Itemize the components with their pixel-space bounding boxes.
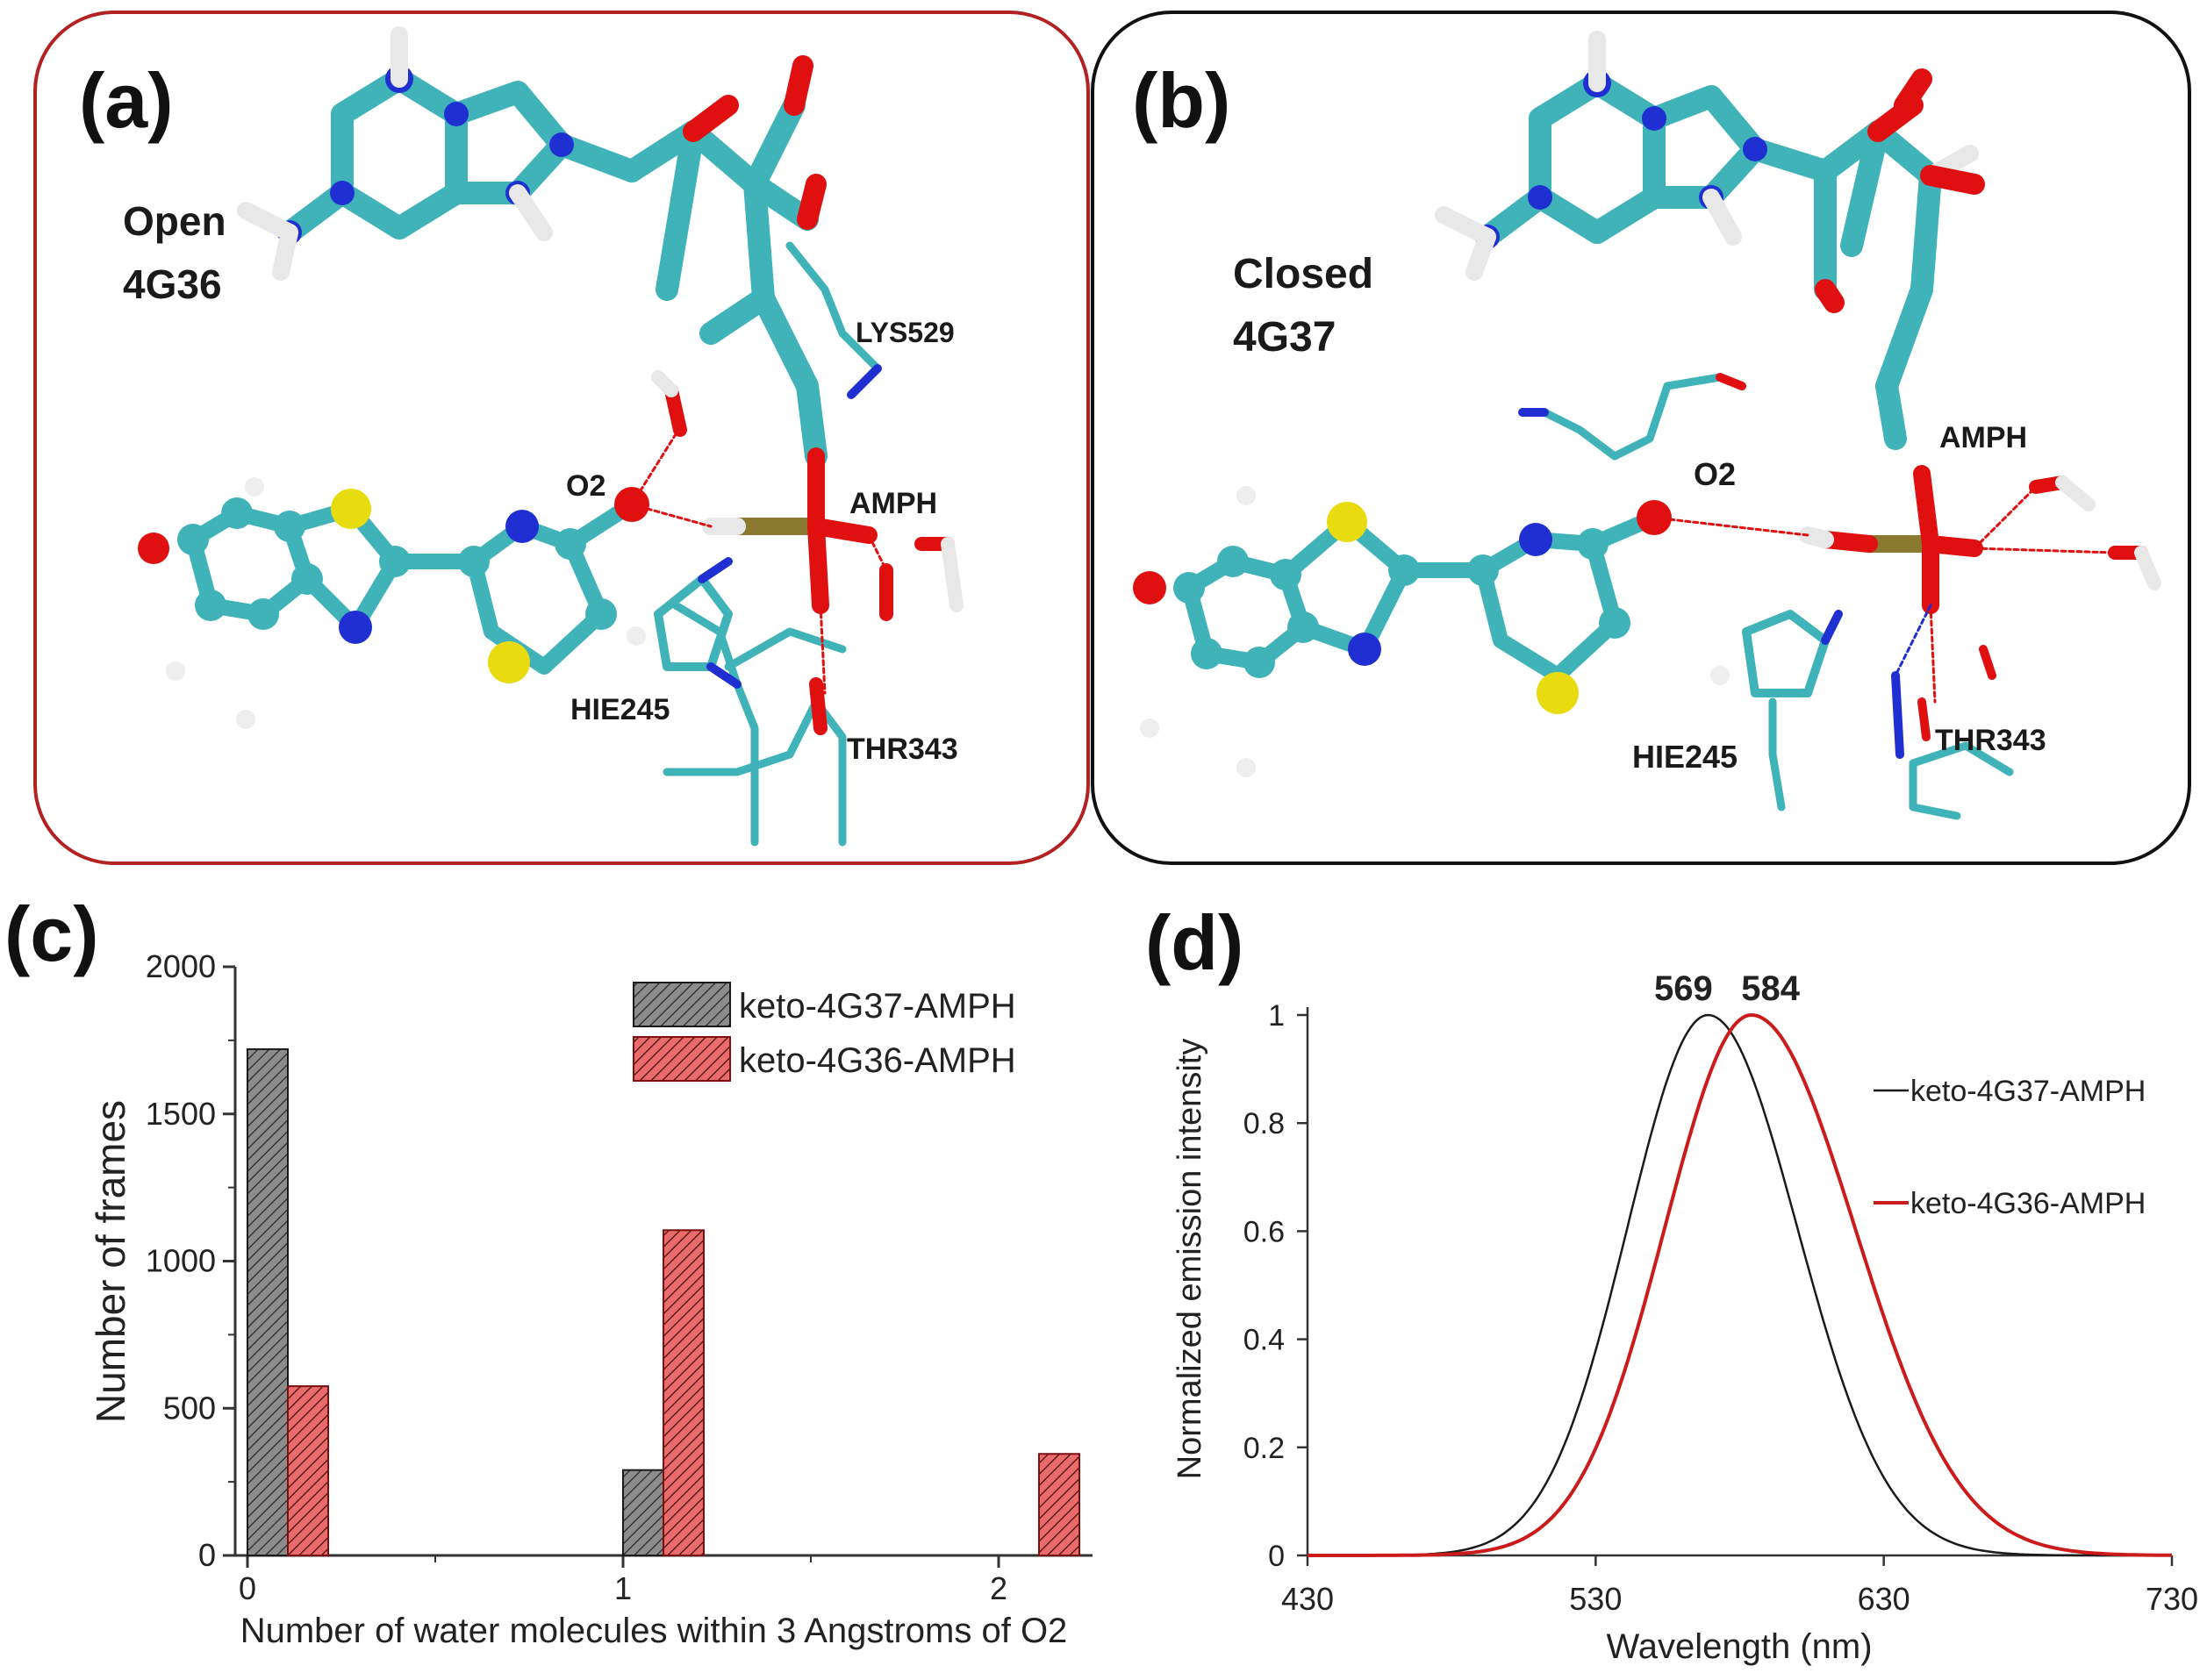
- panel-b-title-line2: 4G37: [1233, 314, 1336, 361]
- d-x-tick-label: 630: [1858, 1581, 1910, 1617]
- bar-chart-water: 0 500 1000 1500 2000 0 1 2 Number of water molec…: [88, 948, 1093, 1650]
- d-peak-label-584: 584: [1741, 969, 1800, 1008]
- c-bar-red: [287, 1385, 329, 1557]
- c-x-tick-label: 0: [239, 1570, 256, 1606]
- line-chart-emission: 0 0.2 0.4 0.6 0.8 1 430 530 630 730 569 584 keto-4G3…: [1172, 969, 2198, 1666]
- d-x-axis-label: Wavelength (nm): [1606, 1627, 1872, 1666]
- molecule-render-a: [138, 26, 964, 847]
- d-y-tick-label: 0.4: [1243, 1324, 1285, 1357]
- d-legend-label: keto-4G36-AMPH: [1910, 1187, 2146, 1220]
- d-x-tick-label: 430: [1281, 1581, 1334, 1617]
- panel-b: (b) Closed 4G37: [1091, 11, 2191, 865]
- panel-c-letter: (c): [4, 890, 99, 977]
- c-y-tick-label: 0: [198, 1537, 216, 1573]
- panel-a-border: [33, 11, 1090, 865]
- panel-a-label-thr343: THR343: [847, 733, 958, 766]
- d-x-tick-label: 530: [1569, 1581, 1622, 1617]
- panel-a-title-line2: 4G36: [123, 261, 222, 307]
- panel-c: (c) 0 500 1000 1500 2000 0 1 2 Number of water m…: [4, 890, 1093, 1650]
- d-y-tick-label: 1: [1268, 999, 1285, 1033]
- panel-b-label-o2: O2: [1694, 456, 1736, 492]
- c-y-tick-label: 500: [163, 1390, 216, 1426]
- panel-a-letter: (a): [79, 57, 174, 144]
- c-bar-red: [1038, 1453, 1080, 1556]
- c-x-tick-label: 1: [614, 1570, 632, 1606]
- d-y-tick-label: 0.6: [1243, 1215, 1285, 1248]
- c-bar-red: [663, 1229, 705, 1556]
- c-bar-dark: [622, 1469, 664, 1556]
- d-x-tick-label: 730: [2146, 1581, 2198, 1617]
- panel-a: (a) Open 4G36: [33, 11, 1090, 865]
- c-y-tick-label: 1500: [146, 1096, 216, 1132]
- c-legend-swatch-dark: [633, 982, 731, 1027]
- d-y-axis-label: Normalized emission intensity: [1172, 1039, 1208, 1480]
- d-peak-label-569: 569: [1654, 969, 1713, 1008]
- d-series-line-red: [1308, 1012, 2172, 1557]
- panel-b-label-amph: AMPH: [1939, 421, 2027, 454]
- panel-b-label-hie245: HIE245: [1632, 739, 1738, 775]
- panel-d: (d) 0 0.2 0.4 0.6 0.8 1 430 530 630 730 569 584 keto…: [1145, 899, 2198, 1666]
- c-y-tick-label: 1000: [146, 1243, 216, 1279]
- panel-b-letter: (b): [1132, 57, 1230, 144]
- panel-a-label-hie245: HIE245: [570, 693, 670, 726]
- molecule-render-b: [1133, 31, 2161, 820]
- c-y-tick-label: 2000: [146, 948, 216, 984]
- c-bar-dark: [247, 1047, 289, 1556]
- d-y-tick-label: 0.8: [1243, 1107, 1285, 1140]
- panel-a-label-lys529: LYS529: [856, 317, 955, 348]
- panel-a-label-o2: O2: [566, 469, 605, 503]
- d-y-tick-label: 0: [1268, 1540, 1285, 1573]
- panel-a-label-amph: AMPH: [849, 487, 937, 520]
- d-legend-label: keto-4G37-AMPH: [1910, 1075, 2146, 1108]
- panel-b-label-thr343: THR343: [1935, 724, 2046, 757]
- d-series-line-dark: [1308, 1013, 2172, 1557]
- c-legend-label: keto-4G37-AMPH: [739, 987, 1016, 1026]
- c-legend-swatch-red: [633, 1036, 731, 1082]
- c-y-axis-label: Number of frames: [88, 1100, 133, 1423]
- panel-b-border: [1091, 11, 2191, 865]
- panel-a-title-line1: Open: [123, 198, 226, 244]
- d-y-tick-label: 0.2: [1243, 1432, 1285, 1465]
- panel-d-letter: (d): [1145, 899, 1243, 986]
- c-x-axis-label: Number of water molecules within 3 Angst…: [240, 1612, 1068, 1650]
- panel-b-title-line1: Closed: [1233, 251, 1373, 297]
- c-legend-label: keto-4G36-AMPH: [739, 1041, 1016, 1080]
- c-x-tick-label: 2: [990, 1570, 1007, 1606]
